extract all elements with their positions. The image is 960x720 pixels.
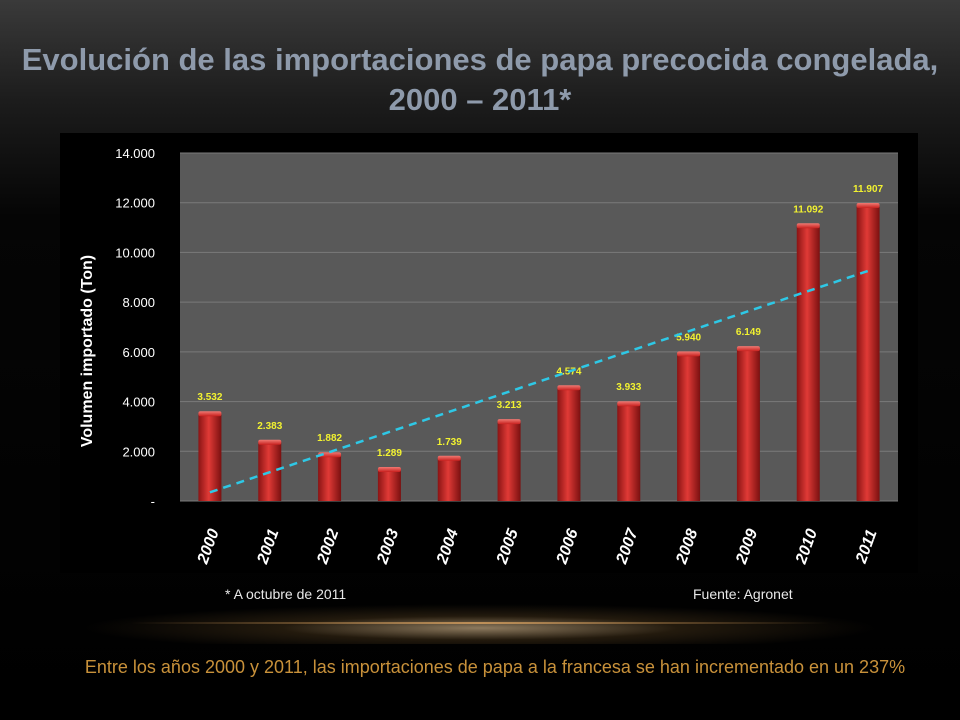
data-label-2004: 1.739 [437,437,462,448]
trendline [209,269,869,494]
trendline-line [209,269,869,494]
bar-cap-2006 [557,385,581,391]
y-tick-label: 6.000 [122,345,155,360]
data-label-2011: 11.907 [853,184,883,195]
bar-2009 [736,348,760,501]
footnote-date: * A octubre de 2011 [225,586,347,602]
title-line-2: 2000 – 2011* [388,82,572,117]
data-label-2007: 3.933 [616,382,641,393]
bar-2008 [677,353,701,501]
data-label-2003: 1.289 [377,448,402,459]
y-tick-label: 4.000 [122,395,155,410]
decorative-glow [80,604,880,644]
bar-cap-2007 [617,401,641,407]
bar-cap-2004 [437,455,461,461]
bar-2010 [796,225,820,501]
plot-area [180,153,898,501]
summary-caption: Entre los años 2000 y 2011, las importac… [84,657,906,677]
bar-cap-2000 [198,411,222,417]
bar-cap-2010 [796,223,820,229]
bar-2006 [557,387,581,501]
bar-2003 [377,468,401,501]
data-label-2005: 3.213 [497,400,522,411]
y-tick-label: 2.000 [122,444,155,459]
slide-title: Evolución de las importaciones de papa p… [20,40,940,120]
y-tick-label: 14.000 [115,146,155,161]
decorative-divider [130,622,830,624]
bar-cap-2001 [258,439,282,445]
bar-2000 [198,413,222,501]
data-label-2002: 1.882 [317,433,342,444]
data-label-2009: 6.149 [736,327,761,338]
bar-cap-2005 [497,419,521,425]
y-tick-label: 12.000 [115,196,155,211]
bar-2011 [856,205,880,501]
bar-cap-2002 [318,452,342,458]
import-volume-bar-chart: -2.0004.0006.0008.00010.00012.00014.000 … [60,133,918,573]
bar-2005 [497,421,521,501]
footnote-source: Fuente: Agronet [693,586,793,602]
data-label-2001: 2.383 [257,421,282,432]
bar-cap-2011 [856,203,880,209]
gridlines [180,152,898,502]
bar-cap-2003 [377,466,401,472]
y-tick-label: 8.000 [122,295,155,310]
bar-2004 [437,457,461,501]
data-label-2008: 5.940 [676,332,701,343]
bars [198,203,880,501]
data-label-2010: 11.092 [793,204,823,215]
title-line-1: Evolución de las importaciones de papa p… [21,42,939,77]
y-tick-label: - [151,494,155,509]
y-axis-label: Volumen importado (Ton) [79,255,96,447]
bar-cap-2009 [736,346,760,352]
bar-2007 [617,403,641,501]
bar-cap-2008 [677,351,701,357]
y-tick-label: 10.000 [115,245,155,260]
data-label-2000: 3.532 [197,392,222,403]
y-axis-ticks: - 2.000 4.000 6.000 8.000 10.000 12.000 14.000 [115,146,155,509]
bar-2002 [318,454,342,501]
